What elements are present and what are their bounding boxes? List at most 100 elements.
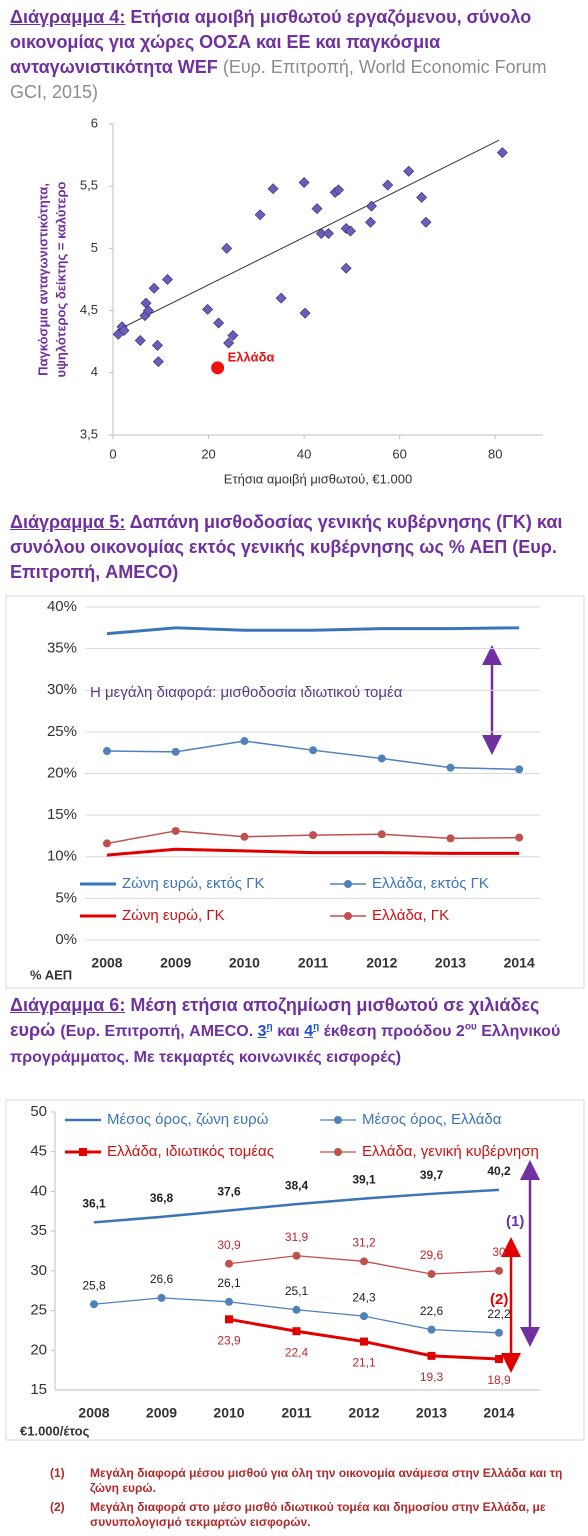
note: (1) Μεγάλη διαφορά μέσου μισθού για όλη τ… [50,1466,570,1496]
point [322,227,334,239]
y-tick-label: 5,5 [80,178,98,193]
source: (Ευρ. Επιτροπή, AMECO. 3η και 4η έκθεση … [10,1021,560,1066]
data-label: 36,1 [82,1197,106,1211]
data-label: 36,8 [150,1191,174,1205]
note-text: Μεγάλη διαφορά στο μέσο μισθό ιδιωτικού … [90,1500,546,1529]
y-tick-label: 15 [30,1381,47,1398]
legend-label: Μέσος όρος, Ελλάδα [362,1111,502,1128]
data-label: 40,2 [487,1164,511,1178]
x-tick-label: 0 [109,446,116,461]
unit-label: % ΑΕΠ [30,967,72,982]
point [420,216,432,228]
marker [225,1315,233,1324]
x-tick-label: 2009 [146,1405,177,1421]
legend-label: Ζώνη ευρώ, εκτός ΓΚ [122,875,264,892]
data-label: 25,8 [82,1278,106,1292]
point [340,262,352,274]
marker [103,747,111,756]
y-tick-label: 40% [47,598,77,615]
point [315,227,327,239]
y-tick-label: 25% [47,723,77,740]
marker [446,763,455,772]
legend-marker [334,1148,342,1156]
point [223,337,235,349]
figure-label: Διάγραμμα 4: [10,7,126,27]
y-tick-label: 20% [47,764,77,781]
source-text: (Ευρ. Επιτροπή, AMECO. [60,1023,254,1040]
legend-marker [334,1116,342,1124]
marker [515,765,524,774]
point [496,147,508,159]
y-tick-label: 35 [30,1222,47,1239]
data-label: 38,4 [285,1178,309,1192]
note-text: Μεγάλη διαφορά μέσου μισθού για όλη την … [90,1466,563,1495]
x-tick-label: 2011 [281,1405,312,1421]
point [118,325,130,336]
x-tick-label: 2009 [160,955,191,971]
figure-label: Διάγραμμα 5: [10,512,126,532]
superscript: ου [464,1021,477,1033]
data-label: 39,7 [420,1168,444,1182]
superscript: η [266,1021,273,1033]
link[interactable]: 4 [304,1023,314,1040]
data-label: 23,9 [217,1333,241,1347]
marker [225,1259,233,1268]
marker [225,1297,233,1306]
series-line [106,847,520,857]
y-tick-label: 50 [30,1103,47,1120]
point [148,282,160,294]
point [382,179,394,191]
x-tick-label: 2008 [91,955,122,971]
data-label: 26,6 [150,1272,174,1286]
point [275,292,287,304]
x-tick-label: 2014 [483,1405,514,1421]
marker [292,1305,301,1314]
marker [292,1251,301,1260]
data-label: 22,4 [285,1345,309,1359]
y-tick-label: 5 [91,240,98,255]
annotation: (2) [490,1291,508,1308]
legend-marker [344,912,352,920]
chart-frame [5,595,585,989]
data-label: 19,3 [420,1370,444,1384]
marker [377,830,386,839]
point [365,200,377,212]
x-tick-label: 2010 [229,955,260,971]
source: (Ευρ. Επιτροπή, AMECO) [10,537,557,582]
marker [427,1270,436,1279]
legend-marker [344,880,352,888]
y-tick-label: 4 [91,364,98,379]
note: (2) Μεγάλη διαφορά στο μέσο μισθό ιδιωτικ… [50,1500,570,1530]
point [311,203,323,215]
marker [240,737,249,746]
point [416,191,428,203]
x-tick-label: 2013 [416,1405,447,1421]
point [221,242,233,254]
marker [309,746,318,755]
source-text: έκθεση προόδου 2 [323,1023,465,1040]
point [151,339,163,351]
point [298,176,310,188]
y-tick-label: 30 [30,1262,47,1279]
heading: Διάγραμμα 5: Δαπάνη μισθοδοσίας γενικής … [10,510,570,585]
marker [446,834,455,843]
note-marker: (2) [50,1500,65,1514]
chart-title: Δαπάνη μισθοδοσίας γενικής κυβέρνησης (Γ… [10,512,563,557]
link[interactable]: 3 [257,1023,267,1040]
x-tick-label: 2012 [348,1405,379,1421]
highlight-point [211,361,225,375]
y-tick-label: 35% [47,640,77,657]
point [134,334,146,346]
marker [427,1325,436,1334]
y-axis-title: υψηλότερος δείκτης = καλύτερο [53,182,68,378]
y-tick-label: 30% [47,681,77,698]
y-tick-label: 15% [47,806,77,823]
marker [292,1327,301,1336]
marker [360,1312,368,1321]
marker [427,1351,436,1360]
data-label: 22,6 [420,1304,444,1318]
marker [309,831,318,840]
x-tick-label: 2010 [213,1405,244,1421]
point [299,307,311,319]
marker [171,826,180,835]
